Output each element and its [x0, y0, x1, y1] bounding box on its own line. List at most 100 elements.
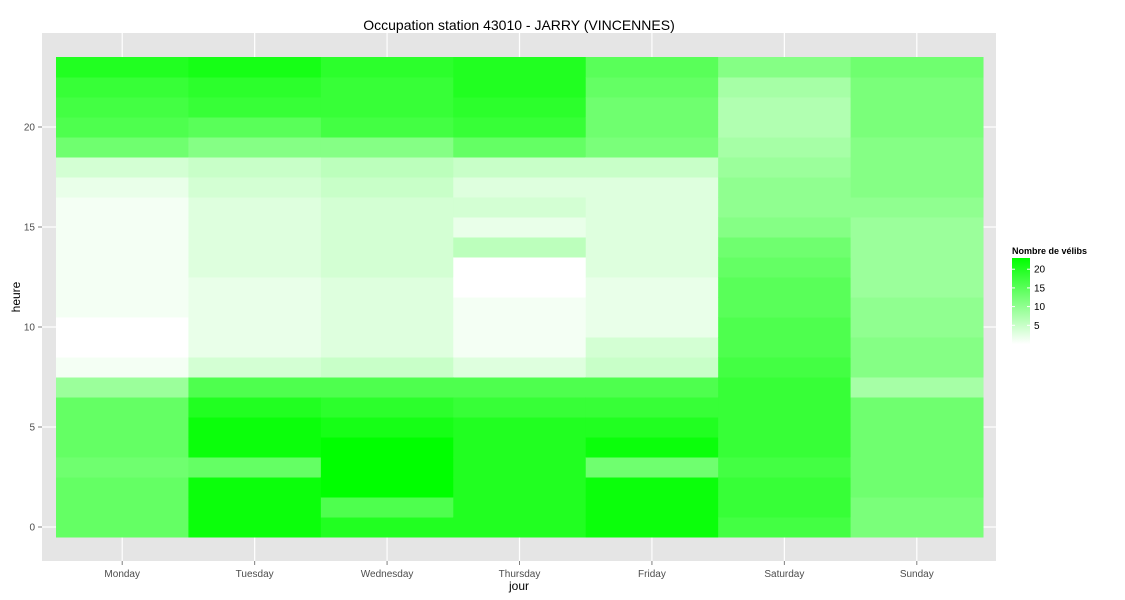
heatmap-cell	[320, 457, 454, 478]
heatmap-cell	[718, 417, 852, 438]
heatmap-cell	[718, 317, 852, 338]
heatmap-cell	[850, 157, 984, 178]
x-tick-label: Monday	[104, 569, 140, 580]
heatmap-cell	[718, 297, 852, 318]
heatmap-cell	[188, 457, 322, 478]
heatmap-cell	[718, 517, 852, 538]
heatmap-cell	[585, 77, 719, 98]
heatmap-cell	[320, 97, 454, 118]
heatmap-cell	[850, 357, 984, 378]
heatmap-cell	[718, 77, 852, 98]
heatmap-cell	[320, 197, 454, 218]
heatmap-cell	[453, 457, 587, 478]
heatmap-cell	[56, 217, 189, 238]
heatmap-cell	[850, 57, 984, 78]
heatmap-cell	[56, 137, 189, 158]
x-tick-label: Wednesday	[361, 569, 414, 580]
heatmap-cell	[188, 317, 322, 338]
heatmap-cell	[320, 157, 454, 178]
heatmap-cell	[320, 177, 454, 198]
heatmap-cell	[56, 497, 189, 518]
heatmap-cell	[453, 177, 587, 198]
heatmap-cell	[56, 197, 189, 218]
heatmap-cell	[56, 357, 189, 378]
legend-tick-label: 20	[1034, 265, 1046, 276]
heatmap-cell	[585, 357, 719, 378]
heatmap-cell	[56, 377, 189, 398]
heatmap-cell	[585, 117, 719, 138]
heatmap-cell	[188, 157, 322, 178]
y-tick-label: 20	[24, 123, 36, 134]
x-tick-label: Friday	[638, 569, 666, 580]
heatmap-cell	[850, 417, 984, 438]
heatmap-cell	[188, 357, 322, 378]
x-tick-label: Tuesday	[236, 569, 274, 580]
heatmap-cell	[188, 177, 322, 198]
y-axis-title: heure	[9, 281, 23, 312]
heatmap-cell	[56, 177, 189, 198]
heatmap-cell	[453, 197, 587, 218]
heatmap-cell	[453, 217, 587, 238]
heatmap-cell	[56, 77, 189, 98]
heatmap-cell	[585, 237, 719, 258]
heatmap-cell	[850, 477, 984, 498]
heatmap-cell	[453, 117, 587, 138]
x-tick-label: Saturday	[764, 569, 804, 580]
heatmap-cell	[56, 317, 189, 338]
heatmap-cell	[320, 237, 454, 258]
x-tick-label: Sunday	[900, 569, 934, 580]
heatmap-cell	[718, 137, 852, 158]
heatmap-cell	[56, 417, 189, 438]
heatmap-cell	[850, 117, 984, 138]
heatmap-cell	[850, 277, 984, 298]
heatmap-cell	[718, 377, 852, 398]
heatmap-cell	[850, 397, 984, 418]
heatmap-cell	[453, 517, 587, 538]
heatmap-cell	[188, 417, 322, 438]
heatmap-cell	[188, 117, 322, 138]
heatmap-cell	[56, 297, 189, 318]
heatmap-cell	[56, 477, 189, 498]
heatmap-cell	[585, 157, 719, 178]
heatmap-cell	[56, 257, 189, 278]
y-tick-label: 0	[29, 523, 35, 534]
heatmap-cell	[585, 377, 719, 398]
heatmap-cell	[453, 277, 587, 298]
heatmap-cell	[585, 177, 719, 198]
heatmap-cell	[56, 397, 189, 418]
legend-tick-label: 5	[1034, 321, 1040, 332]
heatmap-cell	[188, 257, 322, 278]
heatmap-cell	[188, 277, 322, 298]
heatmap-cell	[320, 137, 454, 158]
heatmap-cell	[320, 277, 454, 298]
heatmap-cell	[585, 97, 719, 118]
heatmap-cell	[850, 137, 984, 158]
heatmap-cell	[320, 357, 454, 378]
heatmap-cell	[453, 57, 587, 78]
heatmap-cell	[718, 337, 852, 358]
heatmap-cell	[585, 57, 719, 78]
heatmap-cell	[453, 357, 587, 378]
heatmap-cell	[56, 517, 189, 538]
heatmap-cell	[585, 137, 719, 158]
heatmap-cell	[56, 57, 189, 78]
heatmap-cell	[718, 437, 852, 458]
heatmap-cell	[718, 477, 852, 498]
heatmap-cell	[56, 437, 189, 458]
heatmap-cell	[453, 337, 587, 358]
heatmap-cell	[188, 237, 322, 258]
heatmap-cell	[718, 117, 852, 138]
heatmap-cell	[188, 57, 322, 78]
heatmap-cell	[850, 517, 984, 538]
heatmap-cell	[56, 237, 189, 258]
heatmap-cell	[850, 237, 984, 258]
heatmap-cell	[585, 217, 719, 238]
heatmap-cell	[320, 377, 454, 398]
y-tick-label: 5	[29, 423, 35, 434]
heatmap-cell	[320, 417, 454, 438]
heatmap-cell	[188, 217, 322, 238]
heatmap-cell	[188, 297, 322, 318]
heatmap-cell	[850, 337, 984, 358]
heatmap-cell	[718, 97, 852, 118]
